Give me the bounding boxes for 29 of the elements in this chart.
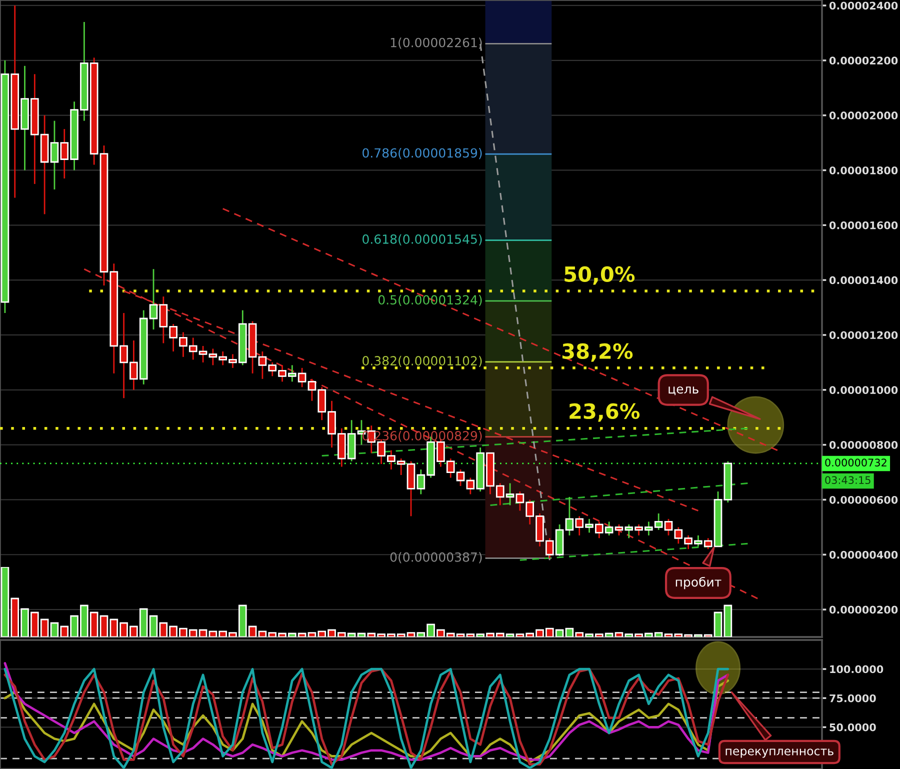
y-tick-label: 0.00002000 bbox=[829, 112, 898, 120]
y-tick-label: 75.0000 bbox=[830, 694, 876, 702]
y-tick-label: 0.00002200 bbox=[829, 56, 898, 65]
ref-line-label: 0.5(0.00001324) bbox=[378, 294, 482, 306]
y-tick-label: 0.00001600 bbox=[829, 221, 898, 230]
annotation: перекупленность bbox=[726, 748, 834, 758]
annotation: 38,2% bbox=[562, 343, 633, 362]
y-tick-label: 0.00000800 bbox=[829, 441, 898, 449]
text: 03:43:15 bbox=[825, 476, 870, 484]
y-tick-label: 0.00000400 bbox=[829, 550, 898, 559]
ref-line-label: 0.382(0.00001102) bbox=[362, 356, 482, 367]
y-tick-label: 0.00000600 bbox=[829, 496, 898, 504]
ref-line-label: 0.618(0.00001545) bbox=[362, 234, 482, 246]
y-tick-label: 0.00002400 bbox=[829, 2, 898, 10]
annotation: 23,6% bbox=[570, 403, 640, 422]
ref-line-label: 0.786(0.00001859) bbox=[362, 148, 482, 160]
y-tick-label: 0.00001400 bbox=[829, 276, 898, 284]
y-tick-label: 50.0000 bbox=[830, 723, 876, 732]
annotation: пробит bbox=[676, 576, 722, 590]
annotation: 50,0% bbox=[564, 266, 635, 285]
ref-line-label: 1(0.00002261) bbox=[390, 38, 482, 49]
y-tick-label: 0.00001000 bbox=[829, 386, 898, 394]
ref-line-label: 0.00000732 bbox=[825, 458, 886, 466]
y-tick-label: 0.00001200 bbox=[829, 331, 898, 340]
y-tick-label: 100.0000 bbox=[830, 665, 884, 674]
y-tick-label: 0.00001800 bbox=[829, 166, 898, 174]
y-tick-label: 0.00000200 bbox=[829, 606, 898, 614]
ref-line-label: 0(0.00000387) bbox=[390, 552, 482, 564]
annotation: цель bbox=[668, 386, 698, 396]
